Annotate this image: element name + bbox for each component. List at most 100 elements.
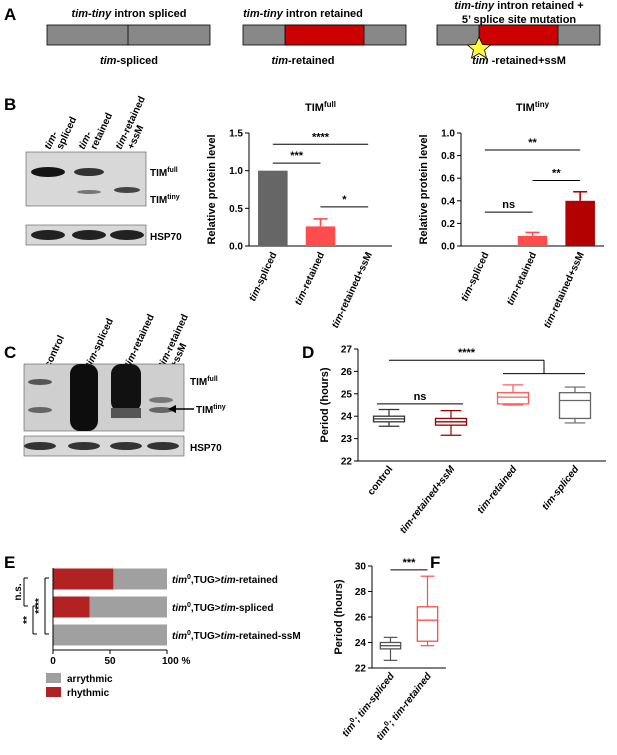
blot-c-band-retained-tiny <box>111 408 141 418</box>
blot-b-hsp-band-2 <box>72 230 106 240</box>
chart-e-sig-4-label: **** <box>34 598 45 614</box>
chart-b-full-sig-label: **** <box>312 131 330 143</box>
construct-3-name: tim -retained+ssM <box>472 55 566 67</box>
chart-b-tiny-y-tick-label: 0.6 <box>441 174 455 185</box>
panel-label-a: A <box>4 5 16 24</box>
chart-d-y-tick-label: 22 <box>341 457 353 468</box>
chart-e-bar-arrythmic <box>113 568 167 590</box>
panel-a-gene-constructs: tim-tiny intron spliced tim-tiny intron … <box>46 0 601 67</box>
blot-b-lane-2b: retained <box>89 111 115 151</box>
chart-b-tiny-sig-label: ** <box>552 167 561 179</box>
chart-d-x-tick-label: tim-spliced <box>540 463 582 512</box>
blot-b-label-timfull: TIMfull <box>150 167 178 179</box>
chart-b-tiny-y-tick-label: 0.2 <box>441 219 455 230</box>
blot-b-hsp-band-3 <box>110 230 144 240</box>
chart-e-x-tick-label: 50 <box>104 656 116 667</box>
chart-d-sig-ns-label: ns <box>414 391 427 403</box>
blot-b-hsp-band-1 <box>31 230 65 240</box>
chart-f-y-tick-label: 30 <box>355 562 367 573</box>
blot-c-label-timtiny: TIMtiny <box>196 404 226 416</box>
chart-e-x-tick-label: 100 % <box>162 656 190 667</box>
panel-label-e: E <box>4 553 15 572</box>
blot-b-band-full-1 <box>31 167 65 177</box>
construct-2-title: tim-tiny intron retained <box>243 8 363 20</box>
chart-b-tiny-y-tick-label: 0.4 <box>441 196 455 207</box>
blot-c-hsp-band-1 <box>24 442 56 450</box>
chart-b-tiny-y-label: Relative protein level <box>418 134 430 244</box>
chart-f-y-tick-label: 24 <box>355 638 367 649</box>
chart-e-rhythmicity: tim0,TUG>tim-retained tim0,TUG>tim-splice… <box>13 568 301 699</box>
blot-c-band-ssm-1 <box>149 397 173 403</box>
chart-b-tiny-x-tick-label: tim-spliced <box>459 251 491 303</box>
chart-e-x-tick-label: 0 <box>50 656 56 667</box>
panel-label-b: B <box>4 95 16 114</box>
chart-d-box <box>496 392 530 405</box>
blot-c-lane-3: tim-retained <box>123 313 157 370</box>
blot-b-band-tiny-2 <box>77 190 101 194</box>
construct-3-title: tim-tiny intron retained + <box>454 0 583 12</box>
panel-label-c: C <box>4 343 16 362</box>
chart-e-row-label: tim0,TUG>tim-retained-ssM <box>172 630 301 642</box>
blot-b-lane-1b: spliced <box>55 115 80 151</box>
chart-b-full-y-tick-label: 1.5 <box>229 129 243 140</box>
chart-d-y-tick-label: 27 <box>341 345 353 356</box>
construct-2-name: tim-retained <box>272 55 335 67</box>
chart-d-x-tick-label: control <box>366 464 396 498</box>
chart-b-tiny-title: TIMtiny <box>516 100 550 114</box>
chart-b-full-x-tick-label: tim-spliced <box>247 251 279 303</box>
chart-d-sig-main-label: **** <box>458 347 476 359</box>
chart-b-tiny-y-tick-label: 0.0 <box>441 242 455 253</box>
chart-b-timtiny: TIMtiny Relative protein level 0.0 0.2 0.4 0.… <box>418 100 604 330</box>
chart-b-full-bar <box>258 170 288 246</box>
blot-c-label-timfull: TIMfull <box>190 376 218 388</box>
construct-2-intron <box>284 24 365 46</box>
chart-b-full-sig-label: * <box>342 194 347 206</box>
chart-b-tiny-x-tick-label: tim-retained+ssM <box>542 251 587 330</box>
blot-c-label-hsp70: HSP70 <box>190 443 222 454</box>
chart-f-y-label: Period (hours) <box>333 579 345 655</box>
chart-b-full-y-tick-label: 1.0 <box>229 166 243 177</box>
arrow-left-icon <box>168 405 176 413</box>
blot-b-tim-membrane <box>25 151 147 207</box>
chart-b-tiny-bar <box>517 235 548 246</box>
chart-d-y-tick-label: 24 <box>341 412 353 423</box>
chart-d-x-tick-label: tim-retained+ssM <box>398 464 458 536</box>
blot-b-label-timtiny: TIMtiny <box>150 194 180 206</box>
construct-1-bar <box>46 24 211 46</box>
chart-b-timfull: TIMfull Relative protein level 0.0 0.5 1.0 1.… <box>206 100 392 330</box>
chart-b-full-x-tick-label: tim-retained <box>293 251 327 308</box>
blot-c-band-retained <box>111 364 141 412</box>
blot-b-label-hsp70: HSP70 <box>150 232 182 243</box>
blot-c-band-control-2 <box>28 407 52 413</box>
blot-c-hsp-band-2 <box>68 442 100 450</box>
chart-b-tiny-sig-label: ns <box>502 199 515 211</box>
western-blot-c: control tim-spliced tim-retained tim-ret… <box>23 313 226 457</box>
chart-b-full-y-tick-label: 0.0 <box>229 242 243 253</box>
blot-c-lane-2: tim-spliced <box>84 317 116 369</box>
chart-d-y-tick-label: 23 <box>341 434 353 445</box>
construct-1-title: tim-tiny intron spliced <box>72 8 187 20</box>
western-blot-b: tim- spliced tim- retained tim-retained … <box>25 95 182 246</box>
chart-f-y-tick-label: 22 <box>355 664 367 675</box>
chart-b-tiny-y-tick-label: 1.0 <box>441 129 455 140</box>
chart-b-tiny-y-tick-label: 0.8 <box>441 151 455 162</box>
chart-e-sig-ns-label: n.s. <box>13 583 24 600</box>
chart-d-box <box>558 392 592 420</box>
chart-d-x-tick-label: tim-retained <box>475 463 519 516</box>
chart-b-tiny-bar <box>565 200 595 246</box>
chart-d-y-tick-label: 26 <box>341 367 353 378</box>
splice-mutation-star-icon <box>466 36 492 59</box>
chart-e-bar-rhythmic <box>53 568 114 590</box>
chart-e-sig-2-label: ** <box>22 616 33 624</box>
chart-f-sig-label: *** <box>403 557 417 569</box>
chart-b-full-y-tick-label: 0.5 <box>229 204 243 215</box>
chart-e-bar-arrythmic <box>89 596 167 618</box>
chart-e-legend-label: rhythmic <box>67 688 110 699</box>
chart-e-bar-rhythmic <box>53 596 90 618</box>
chart-b-full-title: TIMfull <box>305 100 336 114</box>
chart-b-tiny-x-tick-label: tim-retained <box>505 251 539 308</box>
chart-b-full-sig-label: *** <box>290 150 304 162</box>
blot-c-band-spliced <box>70 364 98 431</box>
chart-b-full-y-label: Relative protein level <box>206 134 218 244</box>
